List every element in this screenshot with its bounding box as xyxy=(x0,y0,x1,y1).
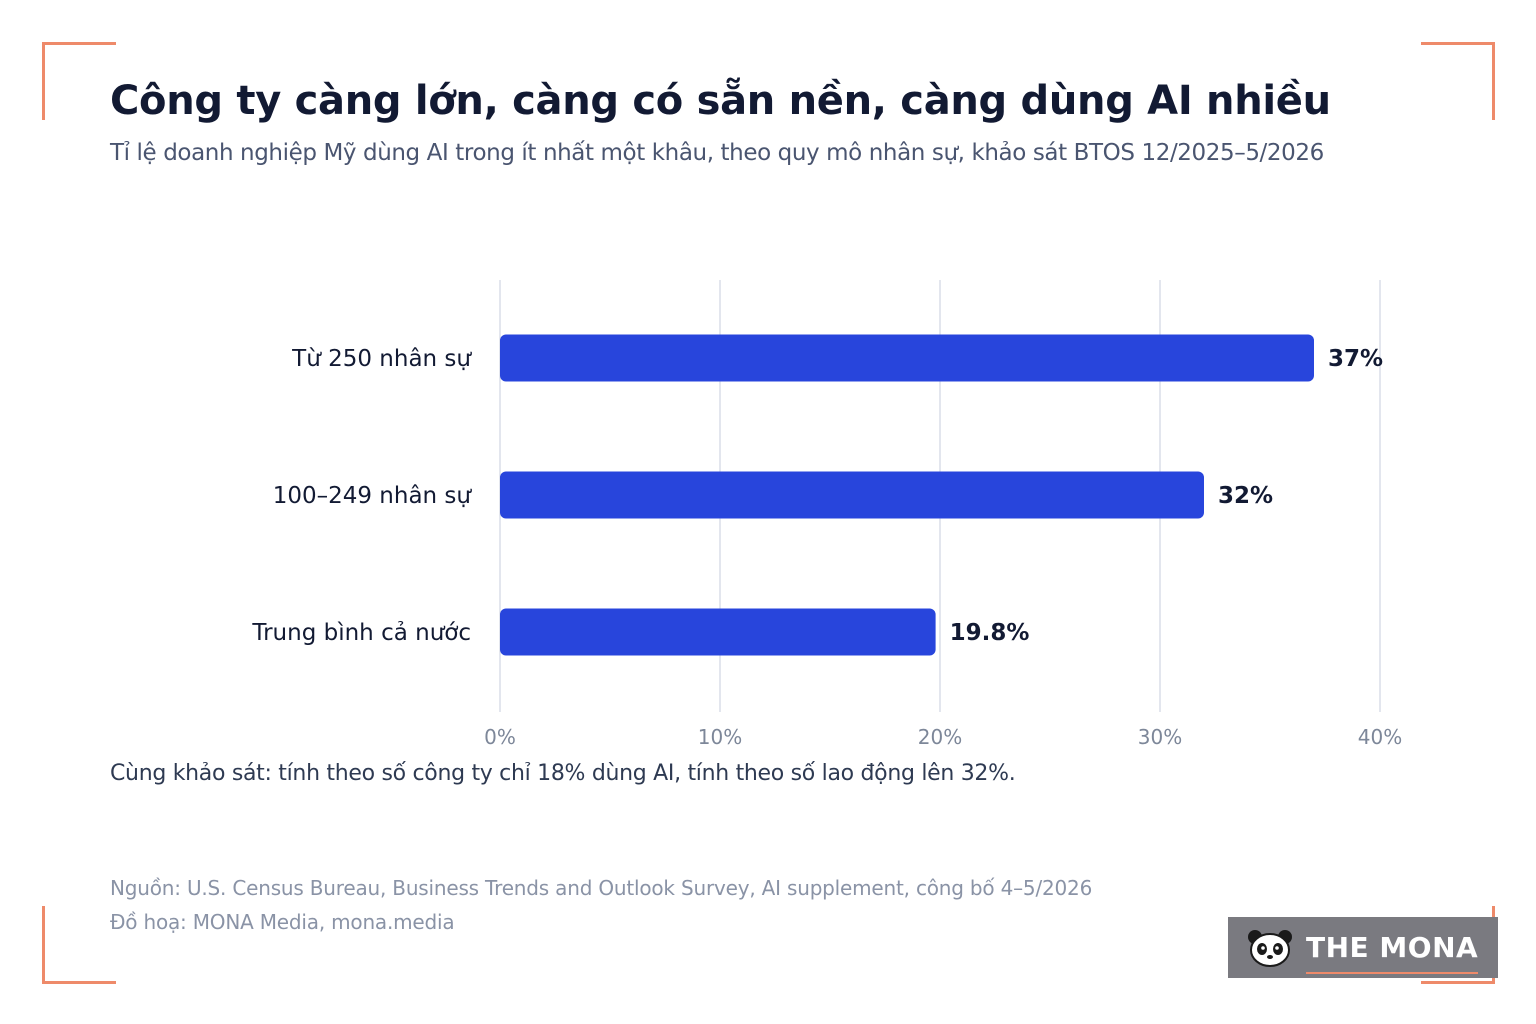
x-tick-label: 20% xyxy=(918,725,962,749)
bar-chart: 0% 10% 20% 30% 40% Từ 250 nhân sự 37% 100–249 n… xyxy=(251,280,1402,749)
category-label: 100–249 nhân sự xyxy=(273,483,473,509)
bar xyxy=(500,334,1314,382)
value-label: 37% xyxy=(1328,346,1383,372)
labels: 0% 10% 20% 30% 40% Từ 250 nhân sự 37% 100–249 n… xyxy=(251,346,1402,749)
survey-note: Cùng khảo sát: tính theo số công ty chỉ … xyxy=(110,761,1016,786)
logo-underline xyxy=(1306,972,1478,974)
bar xyxy=(500,608,936,656)
source-text: Nguồn: U.S. Census Bureau, Business Tren… xyxy=(110,876,1093,900)
credit-text: Đồ hoạ: MONA Media, mona.media xyxy=(110,910,455,934)
corner-frame-bottom-left xyxy=(42,906,116,984)
panda-icon xyxy=(1248,929,1292,967)
x-tick-label: 30% xyxy=(1138,725,1182,749)
category-label: Từ 250 nhân sự xyxy=(291,346,472,372)
category-label: Trung bình cả nước xyxy=(251,620,471,646)
x-tick-label: 0% xyxy=(484,725,516,749)
chart-title: Công ty càng lớn, càng có sẵn nền, càng … xyxy=(110,78,1331,124)
corner-frame-top-left xyxy=(42,42,116,120)
bars xyxy=(500,334,1314,656)
x-tick-label: 10% xyxy=(698,725,742,749)
the-mona-logo: THE MONA xyxy=(1228,917,1498,978)
corner-frame-top-right xyxy=(1421,42,1495,120)
value-label: 32% xyxy=(1218,483,1273,509)
chart-subtitle: Tỉ lệ doanh nghiệp Mỹ dùng AI trong ít n… xyxy=(110,140,1324,166)
x-tick-label: 40% xyxy=(1358,725,1402,749)
logo-text: THE MONA xyxy=(1306,931,1479,964)
value-label: 19.8% xyxy=(950,620,1030,646)
bar xyxy=(500,471,1204,519)
